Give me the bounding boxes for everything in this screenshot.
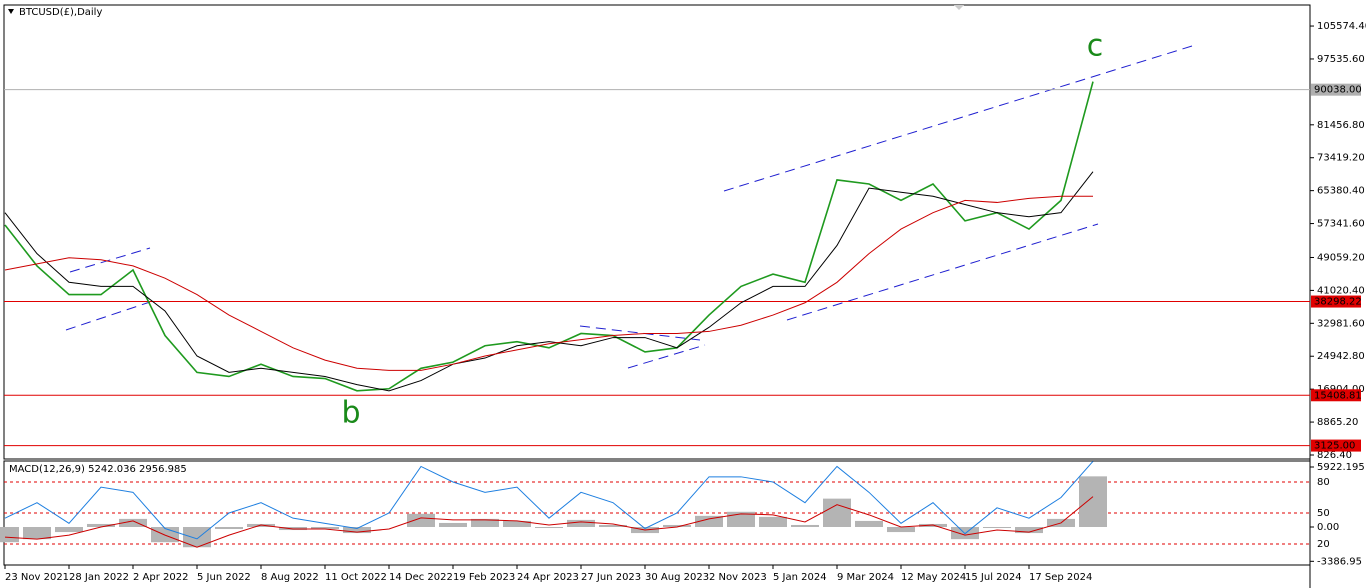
price-level-tag <box>1311 389 1361 402</box>
x-tick-label: 8 Aug 2022 <box>261 572 319 583</box>
macd-bar <box>23 526 51 540</box>
price-level-label: 3125.00 <box>1314 441 1355 452</box>
x-tick-label: 2 Apr 2022 <box>133 572 188 583</box>
macd-bar <box>823 498 851 527</box>
macd-bar <box>791 524 819 527</box>
macd-bar <box>55 526 83 533</box>
macd-bar <box>503 520 531 527</box>
macd-bar <box>535 526 563 529</box>
macd-bar <box>695 515 723 527</box>
x-tick-label: 5 Jun 2022 <box>197 572 251 583</box>
y-tick-label: 105574.40 <box>1317 21 1366 32</box>
early-lower <box>65 301 151 331</box>
macd-bar <box>343 526 371 534</box>
x-tick-label: 9 Mar 2024 <box>837 572 894 583</box>
flag-lower <box>627 344 706 369</box>
macd-bar <box>215 526 243 530</box>
y-tick-label: 65380.40 <box>1317 186 1365 197</box>
y2-tick-label: 80 <box>1317 477 1330 488</box>
macd-bar <box>983 526 1011 529</box>
x-tick-label: 11 Oct 2022 <box>325 572 387 583</box>
price-level-tag <box>1311 439 1361 452</box>
symbol-title: BTCUSD(£),Daily <box>19 7 102 18</box>
macd-bar <box>567 519 595 527</box>
menu-arrow[interactable] <box>8 9 14 14</box>
macd-bar <box>439 522 467 527</box>
price-level-label: 15408.81 <box>1314 390 1362 401</box>
y2-tick-label: 20 <box>1317 539 1330 550</box>
price-level-tag <box>1311 83 1361 96</box>
macd-bar <box>407 513 435 527</box>
y-tick-label: 57341.60 <box>1317 219 1365 230</box>
price-line <box>4 171 1094 392</box>
macd-bar <box>759 516 787 527</box>
y-tick-label: 8865.20 <box>1317 417 1358 428</box>
macd-bar <box>1015 526 1043 534</box>
wave-label: b <box>341 396 360 431</box>
price-level-label: 90038.00 <box>1314 85 1362 96</box>
x-tick-label: 12 May 2024 <box>901 572 966 583</box>
x-tick-label: 15 Jul 2024 <box>965 572 1022 583</box>
y-tick-label: 826.40 <box>1317 450 1352 461</box>
macd-bar <box>599 524 627 527</box>
macd-bar <box>279 526 307 531</box>
x-tick-label: 23 Nov 2021 <box>5 572 69 583</box>
y-tick-label: 24942.80 <box>1317 351 1365 362</box>
y-tick-label: 73419.20 <box>1317 153 1365 164</box>
macd-bar <box>119 518 147 527</box>
macd-bar <box>311 526 339 530</box>
x-tick-label: 5 Jan 2024 <box>773 572 827 583</box>
x-tick-label: 24 Apr 2023 <box>517 572 579 583</box>
macd-bar <box>183 526 211 548</box>
x-tick-label: 14 Dec 2022 <box>389 572 453 583</box>
macd-bar <box>855 520 883 527</box>
macd-bar <box>727 511 755 527</box>
price-level-label: 38298.22 <box>1314 297 1362 308</box>
scroll-marker <box>954 5 964 10</box>
macd-bar <box>1079 476 1107 527</box>
macd-title: MACD(12,26,9) 5242.036 2956.985 <box>9 464 187 475</box>
x-tick-label: 2 Nov 2023 <box>709 572 767 583</box>
y2-tick-label: 50 <box>1317 508 1330 519</box>
wave-label: c <box>1087 29 1104 64</box>
macd-bar <box>887 526 915 533</box>
x-tick-label: 28 Jan 2022 <box>69 572 129 583</box>
y-tick-label: 41020.40 <box>1317 285 1365 296</box>
macd-bar <box>0 526 19 543</box>
macd-bar <box>663 524 691 527</box>
price-level-tag <box>1311 295 1361 308</box>
x-tick-label: 30 Aug 2023 <box>645 572 709 583</box>
price-line <box>4 195 1093 371</box>
early-upper <box>69 247 151 273</box>
trend-lines <box>65 45 1193 369</box>
channel-lower <box>786 223 1099 321</box>
x-tick-label: 19 Feb 2023 <box>453 572 515 583</box>
macd-bar <box>471 518 499 527</box>
main-panel-frame <box>3 4 1311 460</box>
y-tick-label: 32981.60 <box>1317 318 1365 329</box>
macd-bar <box>87 523 115 527</box>
y-tick-label: 81456.80 <box>1317 120 1365 131</box>
x-tick-label: 17 Sep 2024 <box>1029 572 1092 583</box>
price-line <box>4 81 1094 392</box>
flag-upper <box>579 325 701 341</box>
y-tick-label: -3386.95 <box>1317 556 1362 567</box>
y-tick-label: 97535.60 <box>1317 54 1365 65</box>
macd-line <box>4 460 1094 540</box>
macd-line <box>4 496 1094 548</box>
y-tick-label: 0.00 <box>1317 522 1339 533</box>
y-tick-label: 49059.20 <box>1317 252 1365 263</box>
y-tick-label: 5922.195 <box>1317 462 1365 473</box>
x-tick-label: 27 Jun 2023 <box>581 572 641 583</box>
channel-upper <box>723 45 1193 192</box>
